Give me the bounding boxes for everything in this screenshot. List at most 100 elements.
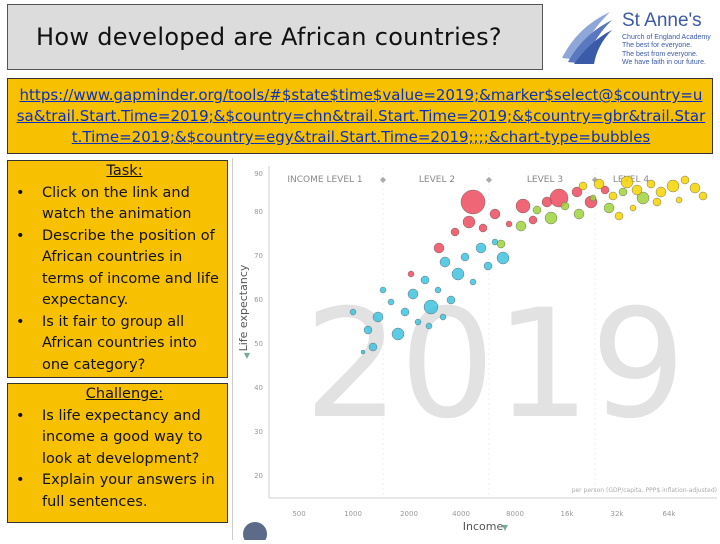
country-bubble[interactable]: [446, 295, 456, 305]
task-item: Click on the link and watch the animatio…: [8, 183, 227, 226]
country-bubble[interactable]: [618, 187, 628, 197]
y-axis-dropdown-icon[interactable]: ▼: [244, 351, 251, 360]
x-tick-label: 1000: [344, 510, 362, 518]
y-tick-label: 70: [254, 252, 263, 260]
country-bubble[interactable]: [636, 191, 650, 205]
country-bubble[interactable]: [496, 251, 510, 265]
slide-title: How developed are African countries?: [36, 23, 502, 51]
country-bubble[interactable]: [391, 327, 405, 341]
country-bubble[interactable]: [425, 322, 433, 330]
country-bubble[interactable]: [603, 202, 615, 214]
country-bubble[interactable]: [400, 307, 410, 317]
logo-name: St Anne's: [622, 10, 702, 31]
x-tick-label: 2000: [400, 510, 418, 518]
country-bubble[interactable]: [420, 275, 430, 285]
country-bubble[interactable]: [407, 270, 415, 278]
gapminder-link[interactable]: https://www.gapminder.org/tools/#$state$…: [16, 86, 706, 146]
y-axis-label[interactable]: Life expectancy: [237, 264, 250, 351]
country-bubble[interactable]: [407, 288, 419, 300]
school-logo: St Anne's Church of England Academy The …: [552, 4, 718, 70]
chart-svg: 2019 INCOME LEVEL 1 LEVEL 2 LEVEL 3 LEVE…: [237, 166, 717, 544]
country-bubble[interactable]: [571, 186, 583, 198]
country-bubble[interactable]: [349, 308, 357, 316]
play-button[interactable]: [243, 522, 267, 544]
logo-tagline: Church of England Academy The best for e…: [622, 34, 718, 68]
country-bubble[interactable]: [689, 182, 701, 194]
country-bubble[interactable]: [666, 179, 680, 193]
country-bubble[interactable]: [460, 252, 470, 262]
country-bubble[interactable]: [423, 299, 439, 315]
challenge-item: Is life expectancy and income a good way…: [8, 406, 227, 471]
country-bubble[interactable]: [631, 184, 643, 196]
country-bubble[interactable]: [505, 220, 513, 228]
country-bubble[interactable]: [560, 201, 570, 211]
country-bubble[interactable]: [450, 227, 460, 237]
country-bubble[interactable]: [372, 311, 384, 323]
country-bubble[interactable]: [614, 211, 624, 221]
x-tick-label: 8000: [506, 510, 524, 518]
challenge-heading: Challenge:: [85, 386, 164, 402]
challenge-item: Explain your answers in full sentences.: [8, 470, 227, 513]
level-diamond-icon: ◆: [486, 175, 493, 184]
country-bubble[interactable]: [439, 256, 451, 268]
country-bubble[interactable]: [515, 220, 527, 232]
country-bubble[interactable]: [593, 178, 605, 190]
country-bubble[interactable]: [680, 175, 690, 185]
challenge-panel: Challenge: Is life expectancy and income…: [7, 383, 228, 523]
x-tick-label: 16k: [561, 510, 575, 518]
country-bubble[interactable]: [655, 186, 667, 198]
logo-line: Church of England Academy: [622, 34, 711, 41]
challenge-list: Is life expectancy and income a good way…: [8, 406, 227, 514]
title-box: How developed are African countries?: [7, 4, 543, 70]
link-box: https://www.gapminder.org/tools/#$state$…: [7, 78, 713, 154]
country-bubble[interactable]: [483, 261, 493, 271]
country-bubble[interactable]: [368, 342, 378, 352]
country-bubble[interactable]: [387, 298, 395, 306]
country-bubble[interactable]: [652, 197, 662, 207]
task-item: Is it fair to group all African countrie…: [8, 312, 227, 377]
task-panel: Task: Click on the link and watch the an…: [7, 160, 228, 378]
country-bubble[interactable]: [646, 179, 656, 189]
country-bubble[interactable]: [462, 215, 476, 229]
task-heading: Task:: [106, 163, 143, 179]
x-axis-dropdown-icon[interactable]: ▼: [502, 523, 509, 532]
country-bubble[interactable]: [460, 189, 486, 215]
country-bubble[interactable]: [573, 208, 585, 220]
country-bubble[interactable]: [475, 242, 487, 254]
country-bubble[interactable]: [620, 175, 634, 189]
task-list: Click on the link and watch the animatio…: [8, 183, 227, 377]
country-bubble[interactable]: [589, 194, 597, 202]
country-bubble[interactable]: [675, 196, 683, 204]
country-bubble[interactable]: [363, 325, 373, 335]
country-bubble[interactable]: [698, 191, 708, 201]
country-bubble[interactable]: [496, 239, 506, 249]
country-bubble[interactable]: [544, 211, 558, 225]
country-bubble[interactable]: [414, 318, 422, 326]
country-bubble[interactable]: [439, 313, 447, 321]
bubble-layer: [349, 175, 708, 355]
income-level-label: LEVEL 3: [527, 175, 563, 185]
country-bubble[interactable]: [469, 278, 477, 286]
country-bubble[interactable]: [433, 242, 445, 254]
logo-line: We have faith in our future.: [622, 59, 706, 67]
y-tick-label: 50: [254, 340, 263, 348]
income-level-label: INCOME LEVEL 1: [287, 175, 362, 185]
gapminder-chart[interactable]: 2019 INCOME LEVEL 1 LEVEL 2 LEVEL 3 LEVE…: [232, 158, 720, 544]
country-bubble[interactable]: [528, 215, 538, 225]
country-bubble[interactable]: [600, 185, 610, 195]
country-bubble[interactable]: [489, 208, 501, 220]
country-bubble[interactable]: [608, 191, 618, 201]
country-bubble[interactable]: [478, 223, 488, 233]
country-bubble[interactable]: [515, 198, 531, 214]
country-bubble[interactable]: [578, 181, 588, 191]
task-item: Describe the position of African countri…: [8, 226, 227, 312]
x-tick-label: 32k: [611, 510, 625, 518]
level-diamond-icon: ◆: [592, 175, 599, 184]
country-bubble[interactable]: [379, 286, 387, 294]
country-bubble[interactable]: [451, 267, 465, 281]
country-bubble[interactable]: [532, 205, 542, 215]
country-bubble[interactable]: [629, 204, 637, 212]
country-bubble[interactable]: [434, 286, 442, 294]
country-bubble[interactable]: [360, 349, 366, 355]
x-axis-label[interactable]: Income: [463, 520, 504, 533]
